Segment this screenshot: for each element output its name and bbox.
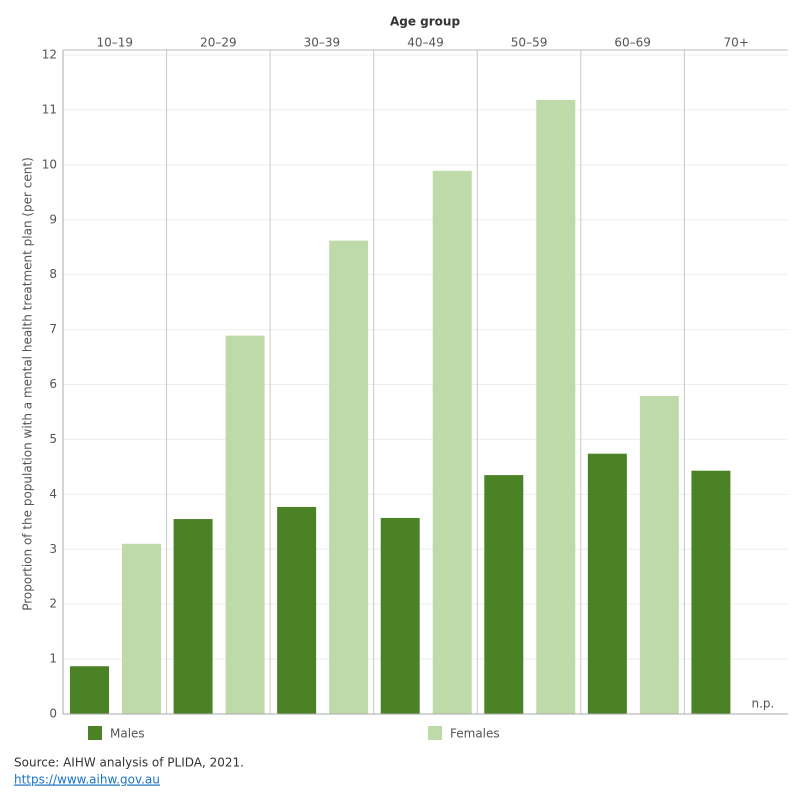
bar: [536, 100, 576, 714]
y-tick-label: 10: [42, 157, 57, 171]
x-tick-label: 30–39: [304, 36, 341, 50]
bar: [329, 240, 369, 714]
source: Source: AIHW analysis of PLIDA, 2021.: [14, 756, 244, 770]
bar: [484, 475, 524, 714]
y-tick-label: 0: [49, 707, 57, 721]
y-tick-label: 11: [42, 102, 57, 116]
y-tick-label: 7: [49, 322, 57, 336]
x-tick-label: 20–29: [200, 36, 237, 50]
bar: [432, 170, 472, 715]
bar: [691, 470, 731, 714]
bar: [70, 666, 109, 714]
x-tick-label: 10–19: [97, 36, 134, 50]
legend-swatch: [428, 726, 442, 740]
source-link[interactable]: https://www.aihw.gov.au: [14, 773, 160, 787]
y-tick-label: 4: [49, 487, 57, 501]
y-tick-label: 3: [49, 542, 57, 556]
value-label: n.p.: [751, 697, 774, 711]
bar: [380, 517, 420, 714]
bar: [587, 453, 627, 714]
bar: [277, 506, 317, 714]
y-tick-label: 1: [49, 652, 57, 666]
legend-label: Males: [110, 727, 145, 741]
y-tick-label: 12: [42, 48, 57, 62]
x-tick-label: 40–49: [407, 36, 444, 50]
legend-swatch: [88, 726, 102, 740]
bar: [639, 396, 679, 714]
bar: [225, 335, 265, 714]
y-tick-label: 8: [49, 267, 57, 281]
y-tick-label: 2: [49, 597, 57, 611]
x-axis-title: Age group: [390, 15, 460, 29]
bar: [122, 543, 161, 714]
y-tick-label: 6: [49, 377, 57, 391]
legend-label: Females: [450, 727, 500, 741]
x-tick-label: 70+: [724, 36, 749, 50]
x-tick-label: 60–69: [614, 36, 651, 50]
bar: [173, 519, 213, 714]
y-tick-label: 9: [49, 212, 57, 226]
x-tick-label: 50–59: [511, 36, 548, 50]
y-tick-label: 5: [49, 432, 57, 446]
y-axis-title: Proportion of the population with a ment…: [21, 157, 35, 611]
